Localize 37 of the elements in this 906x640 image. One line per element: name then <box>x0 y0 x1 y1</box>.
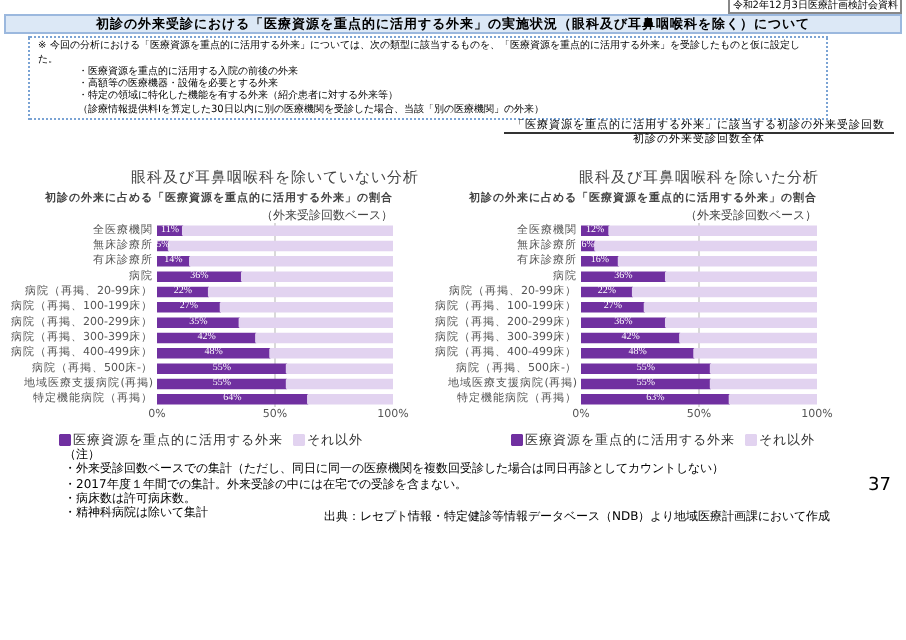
bar <box>709 378 817 390</box>
bar <box>189 256 393 267</box>
bar <box>581 317 667 328</box>
bar <box>157 271 243 282</box>
bar <box>307 394 393 405</box>
bar <box>581 363 712 374</box>
bar <box>238 317 393 328</box>
bar <box>679 332 817 344</box>
bar <box>617 256 817 267</box>
bar <box>608 225 817 236</box>
bar <box>581 271 667 282</box>
bar <box>643 302 817 313</box>
bar <box>581 348 696 359</box>
bar <box>207 286 393 298</box>
bar <box>709 363 817 374</box>
bar <box>157 302 222 313</box>
bar <box>269 348 393 359</box>
bar <box>631 286 817 298</box>
bar <box>664 271 817 282</box>
bar <box>157 363 288 374</box>
bar <box>157 317 241 328</box>
bar <box>219 302 393 313</box>
bar <box>728 394 817 405</box>
bar <box>240 271 393 282</box>
bar <box>157 394 310 405</box>
bar <box>167 240 393 252</box>
bar <box>581 394 731 405</box>
bar <box>693 348 817 359</box>
bar <box>664 317 817 328</box>
bar <box>181 225 393 236</box>
bar <box>285 363 393 374</box>
bar <box>581 302 646 313</box>
bar <box>594 240 817 252</box>
bar <box>157 348 272 359</box>
bar <box>285 378 393 390</box>
bar <box>255 332 393 344</box>
text: 37 <box>868 476 891 498</box>
